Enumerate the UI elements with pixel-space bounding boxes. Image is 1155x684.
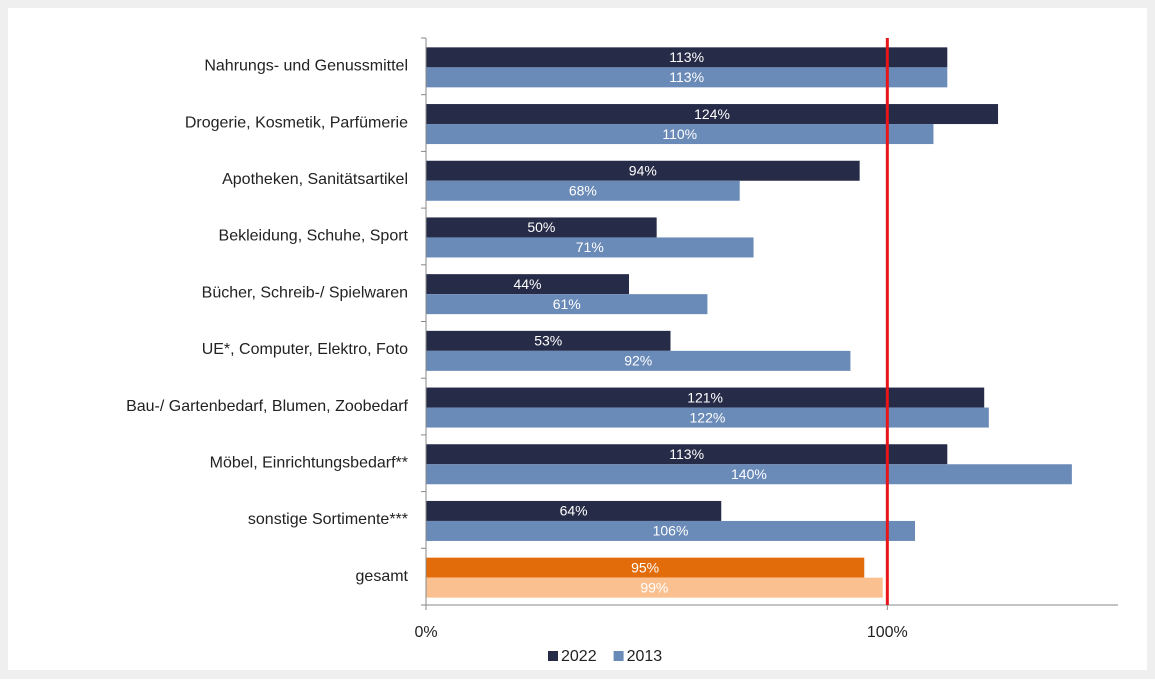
bar — [426, 557, 865, 578]
value-label: 113% — [669, 69, 704, 85]
bar — [426, 407, 989, 428]
category-label: gesamt — [356, 568, 409, 585]
bar — [426, 124, 934, 145]
value-label: 122% — [690, 409, 726, 425]
legend-label: 2013 — [627, 648, 663, 665]
bar — [426, 160, 860, 181]
value-label: 92% — [624, 353, 652, 369]
bar — [426, 464, 1072, 485]
value-label: 121% — [687, 389, 723, 405]
legend-label: 2022 — [561, 648, 597, 665]
value-label: 110% — [662, 126, 697, 142]
bar — [426, 294, 708, 315]
bar — [426, 274, 629, 295]
category-label: Bücher, Schreib-/ Spielwaren — [202, 284, 408, 301]
bar — [426, 444, 948, 465]
bar — [426, 330, 671, 351]
value-label: 113% — [669, 446, 704, 462]
value-label: 71% — [576, 239, 604, 255]
legend-swatch — [613, 651, 624, 661]
bar — [426, 47, 948, 68]
category-label: Apotheken, Sanitätsartikel — [222, 171, 408, 188]
category-label: Bau-/ Gartenbedarf, Blumen, Zoobedarf — [126, 398, 408, 415]
value-label: 44% — [513, 276, 541, 292]
value-label: 94% — [629, 162, 657, 178]
value-label: 106% — [653, 523, 689, 539]
value-label: 124% — [694, 106, 730, 122]
value-label: 64% — [560, 503, 588, 519]
value-label: 61% — [553, 296, 581, 312]
value-label: 95% — [631, 559, 659, 575]
bar — [426, 217, 657, 238]
value-label: 99% — [640, 579, 668, 595]
bar — [426, 520, 916, 541]
category-label: UE*, Computer, Elektro, Foto — [202, 341, 408, 358]
category-label: sonstige Sortimente*** — [248, 511, 408, 528]
category-label: Bekleidung, Schuhe, Sport — [219, 228, 409, 245]
bar — [426, 104, 999, 125]
category-label: Nahrungs- und Genussmittel — [204, 58, 408, 75]
x-tick-label: 100% — [867, 624, 908, 641]
legend-swatch — [548, 651, 558, 661]
value-label: 50% — [527, 219, 555, 235]
bar — [426, 577, 883, 598]
bar — [426, 237, 754, 258]
bar — [426, 500, 722, 521]
value-label: 68% — [569, 182, 597, 198]
value-label: 53% — [534, 333, 562, 349]
bar — [426, 387, 985, 408]
bar — [426, 350, 851, 371]
value-label: 113% — [669, 49, 704, 65]
bar — [426, 67, 948, 88]
category-label: Drogerie, Kosmetik, Parfümerie — [185, 114, 408, 131]
value-label: 140% — [731, 466, 767, 482]
x-tick-label: 0% — [414, 624, 437, 641]
bar — [426, 180, 740, 201]
category-label: Möbel, Einrichtungsbedarf** — [210, 454, 408, 471]
